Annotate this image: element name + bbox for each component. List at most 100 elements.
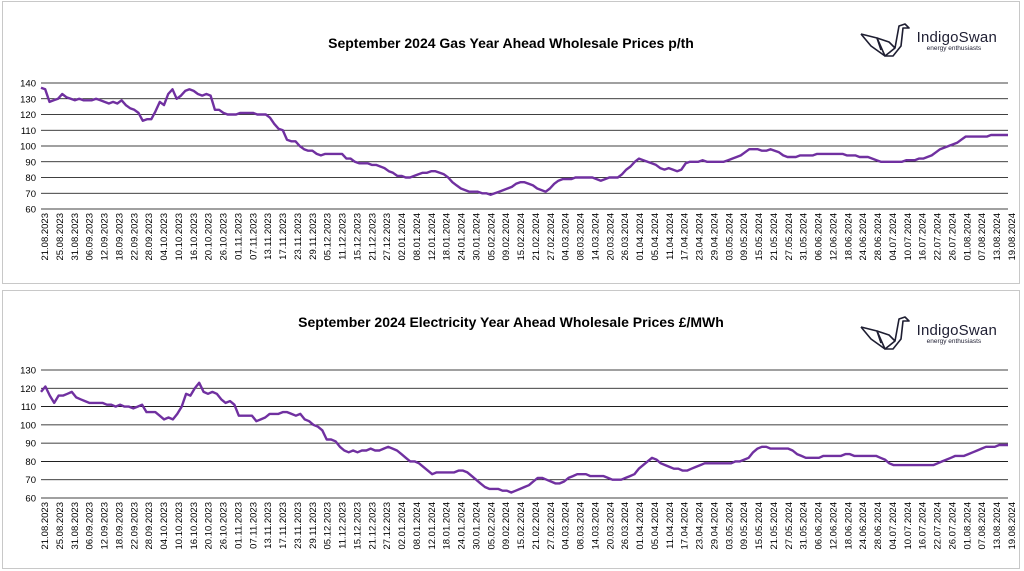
x-tick-label: 06.06.2024 <box>814 502 825 550</box>
x-tick-label: 05.04.2024 <box>650 502 661 550</box>
x-tick-label: 23.11.2023 <box>293 502 304 549</box>
x-tick-label: 13.11.2023 <box>263 502 274 549</box>
chart-title: September 2024 Electricity Year Ahead Wh… <box>298 314 724 330</box>
x-tick-label: 17.04.2024 <box>680 502 691 550</box>
x-tick-label: 30.01.2024 <box>471 213 482 261</box>
x-tick-label: 04.10.2023 <box>159 213 170 261</box>
x-tick-label: 31.05.2024 <box>799 213 810 261</box>
x-tick-label: 30.01.2024 <box>471 502 482 550</box>
x-tick-label: 31.08.2023 <box>70 213 81 261</box>
x-tick-label: 16.10.2023 <box>189 213 200 261</box>
x-tick-label: 04.10.2023 <box>159 502 170 550</box>
x-tick-label: 13.11.2023 <box>263 213 274 260</box>
gas-price-plot: 60 70 80 90 100 110 120 130 140 21.08.2023 25.08.2… <box>20 79 1018 261</box>
x-tick-label: 10.07.2024 <box>903 213 914 261</box>
x-tick-label: 12.09.2023 <box>100 213 111 261</box>
electricity-chart-panel: September 2024 Electricity Year Ahead Wh… <box>2 290 1020 569</box>
x-tick-label: 08.03.2024 <box>576 502 587 550</box>
x-tick-label: 11.12.2023 <box>338 213 349 260</box>
x-tick-label: 24.01.2024 <box>457 213 468 261</box>
x-tick-label: 07.11.2023 <box>248 213 259 260</box>
x-tick-label: 24.01.2024 <box>457 502 468 550</box>
x-tick-label: 29.04.2024 <box>709 502 720 550</box>
x-tick-label: 09.05.2024 <box>739 502 750 550</box>
x-tick-label: 18.09.2023 <box>114 213 125 261</box>
x-tick-label: 01.08.2024 <box>962 502 973 550</box>
x-tick-label: 03.05.2024 <box>724 213 735 261</box>
brand-tagline: energy enthusiasts <box>926 337 982 345</box>
x-tick-label: 05.02.2024 <box>486 502 497 550</box>
x-tick-label: 10.10.2023 <box>174 213 185 261</box>
x-tick-label: 18.01.2024 <box>442 213 453 261</box>
x-tick-label: 21.12.2023 <box>367 502 378 550</box>
x-tick-label: 21.12.2023 <box>367 213 378 261</box>
x-tick-label: 09.02.2024 <box>501 502 512 550</box>
x-tick-label: 07.11.2023 <box>248 502 259 549</box>
x-tick-label: 21.05.2024 <box>769 502 780 550</box>
x-tick-label: 27.05.2024 <box>784 213 795 261</box>
swan-logo-icon <box>859 23 910 57</box>
x-tick-label: 13.08.2024 <box>992 502 1003 550</box>
y-tick-label: 100 <box>20 142 36 153</box>
x-tick-label: 16.07.2024 <box>918 213 929 261</box>
x-tick-label: 05.04.2024 <box>650 213 661 261</box>
x-tick-label: 27.12.2023 <box>382 502 393 550</box>
x-tick-label: 23.04.2024 <box>695 213 706 261</box>
x-tick-label: 16.10.2023 <box>189 502 200 550</box>
x-tick-label: 21.05.2024 <box>769 213 780 261</box>
x-tick-label: 24.06.2024 <box>858 213 869 261</box>
x-tick-label: 12.06.2024 <box>828 213 839 261</box>
x-tick-label: 21.08.2023 <box>40 502 51 550</box>
x-tick-label: 15.05.2024 <box>754 213 765 261</box>
x-tick-label: 20.10.2023 <box>204 502 215 550</box>
x-tick-label: 05.12.2023 <box>323 213 334 261</box>
x-tick-label: 23.04.2024 <box>695 502 706 550</box>
x-tick-label: 08.01.2024 <box>412 502 423 550</box>
y-tick-label: 130 <box>20 366 36 377</box>
brand-name: IndigoSwan <box>916 28 997 46</box>
x-tick-label: 28.06.2024 <box>873 502 884 550</box>
brand-tagline: energy enthusiasts <box>926 44 982 52</box>
x-tick-label: 26.03.2024 <box>620 502 631 550</box>
x-tick-label: 08.03.2024 <box>576 213 587 261</box>
x-tick-label: 06.09.2023 <box>85 502 96 550</box>
x-tick-label: 28.06.2024 <box>873 213 884 261</box>
series-line <box>40 86 1008 197</box>
x-tick-label: 19.08.2024 <box>1007 213 1018 261</box>
x-tick-label: 21.08.2023 <box>40 213 51 261</box>
x-tick-label: 22.07.2024 <box>933 502 944 550</box>
x-tick-label: 24.06.2024 <box>858 502 869 550</box>
x-tick-label: 10.10.2023 <box>174 502 185 550</box>
x-tick-label: 06.06.2024 <box>814 213 825 261</box>
x-tick-label: 14.03.2024 <box>590 502 601 550</box>
y-tick-label: 60 <box>25 205 36 216</box>
x-tick-label: 22.09.2023 <box>129 213 140 261</box>
x-tick-label: 26.07.2024 <box>947 213 958 261</box>
x-tick-label: 15.12.2023 <box>352 213 363 261</box>
x-tick-label: 29.11.2023 <box>308 213 319 260</box>
x-tick-label: 04.07.2024 <box>888 502 899 550</box>
brand-name: IndigoSwan <box>916 321 997 339</box>
x-tick-label: 28.09.2023 <box>144 502 155 550</box>
x-tick-label: 15.02.2024 <box>516 502 527 550</box>
x-tick-label: 01.11.2023 <box>233 213 244 260</box>
y-tick-label: 70 <box>25 189 36 200</box>
y-tick-label: 100 <box>20 420 36 431</box>
x-tick-label: 28.09.2023 <box>144 213 155 261</box>
x-tick-label: 15.02.2024 <box>516 213 527 261</box>
y-tick-label: 120 <box>20 110 36 121</box>
x-tick-label: 17.04.2024 <box>680 213 691 261</box>
x-tick-label: 20.03.2024 <box>605 502 616 550</box>
x-tick-label: 27.02.2024 <box>546 213 557 261</box>
x-tick-label: 17.11.2023 <box>278 213 289 260</box>
x-tick-label: 25.08.2023 <box>55 502 66 550</box>
x-tick-label: 03.05.2024 <box>724 502 735 550</box>
x-tick-label: 07.08.2024 <box>977 502 988 550</box>
y-tick-label: 110 <box>21 126 36 137</box>
x-tick-label: 11.04.2024 <box>665 502 676 549</box>
chart-title: September 2024 Gas Year Ahead Wholesale … <box>328 35 694 51</box>
x-tick-label: 04.03.2024 <box>561 213 572 261</box>
x-tick-label: 02.01.2024 <box>397 213 408 261</box>
x-tick-label: 21.02.2024 <box>531 502 542 550</box>
x-tick-label: 01.04.2024 <box>635 502 646 550</box>
